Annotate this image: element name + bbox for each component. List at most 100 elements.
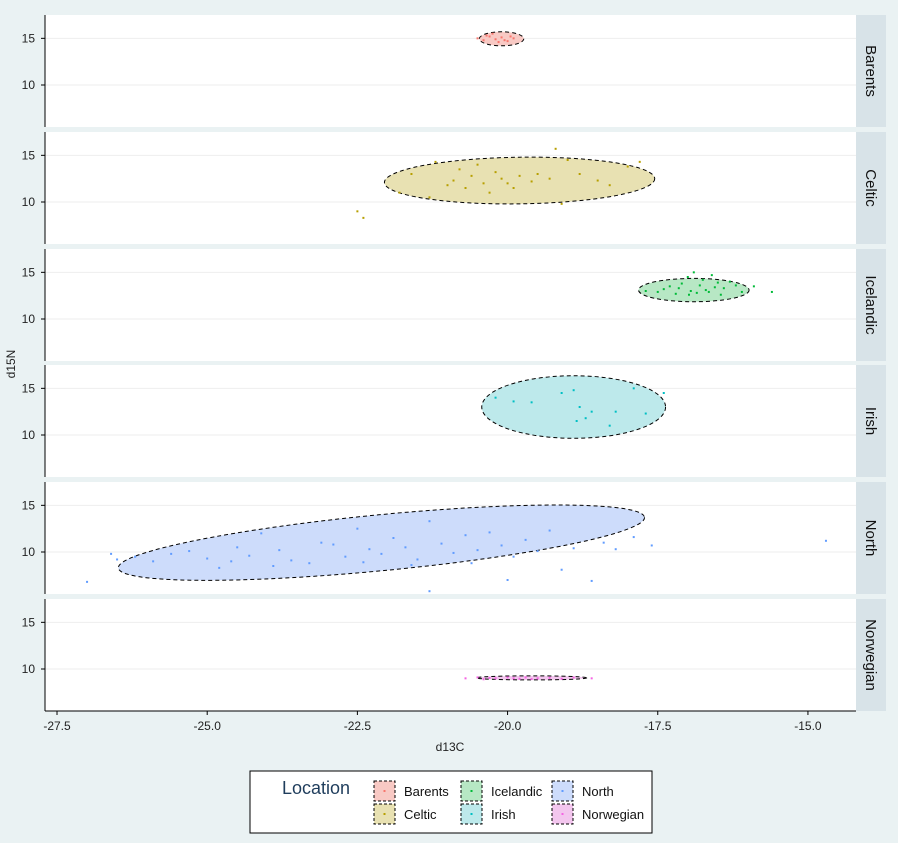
data-point [488, 676, 491, 679]
y-tick-label: 10 [22, 78, 36, 92]
legend-swatch-point [561, 813, 564, 815]
legend-label: Norwegian [582, 807, 644, 822]
data-point [170, 552, 173, 555]
data-point [740, 290, 743, 293]
data-point [491, 32, 494, 35]
data-point [524, 538, 527, 541]
facet-strip [856, 249, 886, 361]
data-point [134, 555, 137, 558]
data-point [188, 550, 191, 553]
y-tick-label: 15 [22, 31, 36, 45]
data-point [554, 147, 557, 150]
legend-swatch-point [561, 790, 564, 792]
legend-items: Barents Celtic Icelandic Irish North Norwegia… [373, 780, 644, 825]
data-point [494, 677, 497, 680]
x-tick-label: -22.5 [344, 719, 372, 733]
data-point [404, 546, 407, 549]
x-axis: -27.5 -25.0 -22.5 -20.0 -17.5 -15.0 [43, 710, 856, 733]
facet-strip-label: North [862, 520, 879, 557]
y-tick-label: 10 [22, 545, 36, 559]
data-point [536, 677, 539, 680]
data-point [566, 159, 569, 161]
legend-swatch-point [470, 813, 473, 815]
data-point [290, 559, 293, 562]
facet-panel-barents: 10 15 Barents [22, 15, 886, 127]
ellipse-north [117, 504, 646, 581]
data-point [509, 35, 512, 38]
data-point [560, 568, 563, 571]
data-point [644, 290, 647, 292]
legend-item-celtic: Celtic [373, 803, 437, 825]
data-point [308, 562, 311, 565]
data-point [824, 539, 827, 542]
data-point [512, 555, 515, 558]
data-point [218, 566, 221, 569]
data-point [260, 532, 263, 535]
data-point [500, 177, 503, 180]
legend-label: Celtic [404, 807, 437, 822]
ellipse-celtic [383, 156, 656, 205]
data-point [728, 280, 731, 283]
y-tick-label: 15 [22, 265, 36, 279]
data-point [476, 37, 479, 40]
data-point [662, 392, 665, 394]
y-tick-label: 10 [22, 312, 36, 326]
data-point [578, 173, 581, 175]
facet-strip-label: Irish [862, 407, 879, 435]
data-point [698, 284, 701, 287]
data-point [644, 412, 647, 415]
data-point [248, 554, 251, 557]
facet-panel-celtic: 10 15 Celtic [22, 132, 886, 244]
facet-strip [856, 15, 886, 127]
data-point [86, 580, 89, 583]
legend-label: Icelandic [491, 784, 543, 799]
data-point [687, 293, 690, 296]
facet-panel-icelandic: 10 15 Icelandic [22, 249, 886, 361]
facet-strip [856, 482, 886, 594]
data-point [464, 187, 467, 189]
data-point [497, 41, 500, 44]
data-point [572, 547, 575, 550]
data-point [716, 281, 719, 284]
data-point [368, 548, 371, 551]
x-tick-label: -20.0 [494, 719, 522, 733]
data-point [530, 678, 533, 681]
data-point [470, 562, 473, 565]
data-point [488, 191, 491, 194]
data-point [482, 182, 485, 185]
ellipse-irish [481, 375, 667, 439]
data-point [428, 196, 431, 199]
data-point [428, 520, 431, 523]
data-point [512, 187, 515, 189]
data-point [770, 290, 773, 293]
data-point [524, 676, 527, 679]
data-point [632, 387, 635, 390]
data-point [494, 171, 497, 174]
legend-swatch-point [383, 790, 386, 792]
facet-strip-label: Icelandic [862, 275, 879, 335]
data-point [332, 543, 335, 546]
data-point [488, 531, 491, 534]
data-point [614, 410, 617, 413]
ellipse-norwegian [475, 675, 588, 681]
data-point [236, 546, 239, 549]
data-point [410, 173, 413, 175]
y-tick-label: 10 [22, 195, 36, 209]
data-point [578, 406, 581, 408]
data-point [713, 286, 716, 289]
data-point [320, 541, 323, 544]
data-point [674, 292, 677, 295]
data-point [230, 560, 233, 563]
data-point [506, 40, 509, 43]
facet-panel-north: 10 15 North [22, 482, 886, 594]
data-point [380, 552, 383, 555]
ellipse-icelandic [638, 277, 750, 303]
data-point [470, 174, 473, 177]
legend-item-icelandic: Icelandic [460, 780, 543, 802]
data-point [590, 579, 593, 582]
data-point [512, 677, 515, 680]
data-point [560, 392, 563, 394]
ellipse-barents [478, 31, 525, 47]
panel-background [45, 599, 856, 711]
